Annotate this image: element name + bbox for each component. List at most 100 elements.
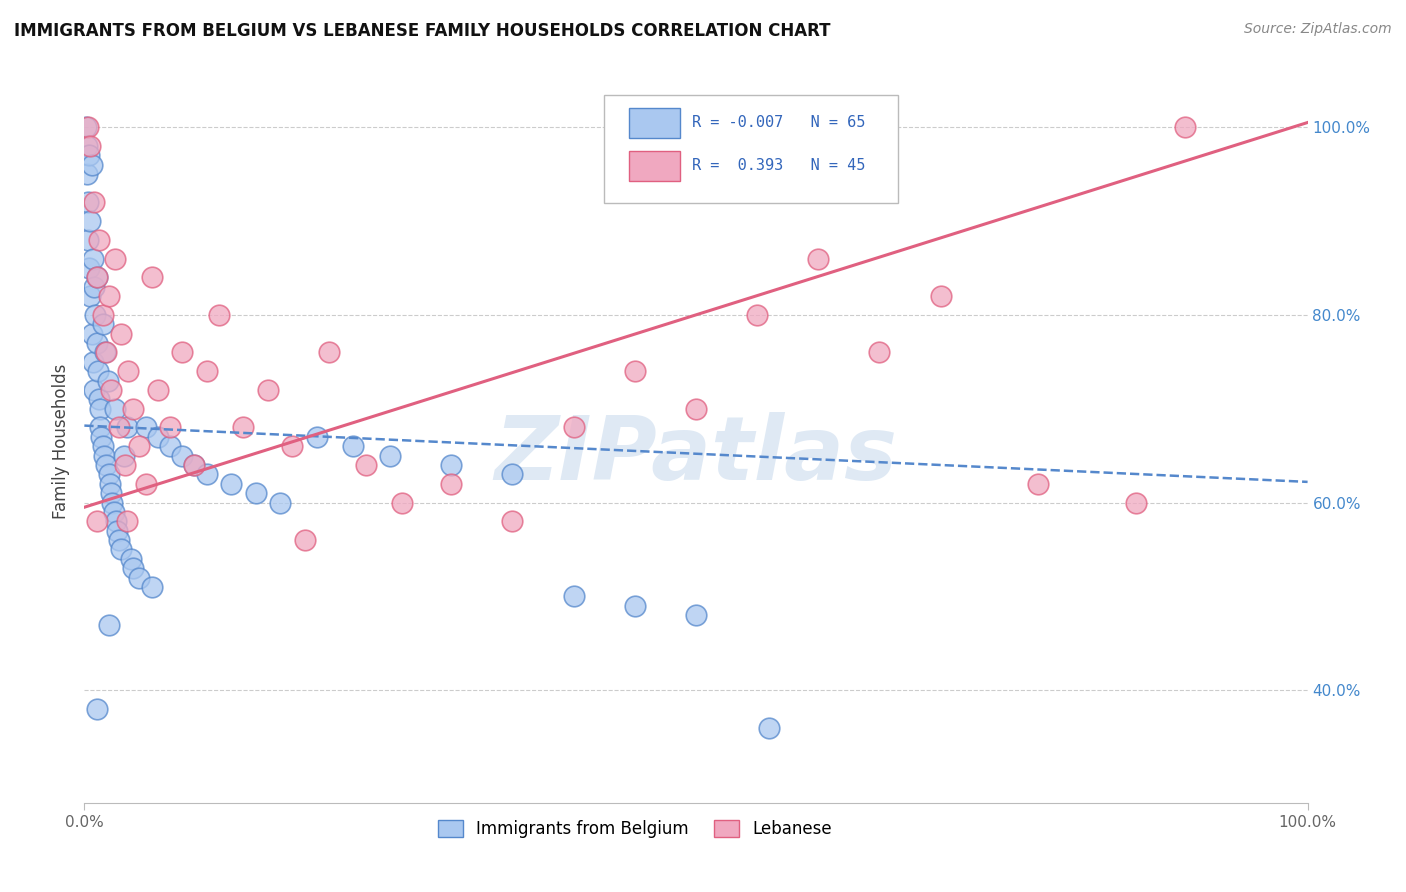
Point (120, 551, 142, 566)
Point (318, 345, 340, 359)
Point (115, 514, 138, 528)
Point (342, 439, 364, 453)
Point (80, 158, 103, 172)
Point (1174, 120, 1197, 135)
Point (101, 495, 124, 509)
Point (141, 580, 163, 594)
Point (294, 533, 316, 547)
Point (87, 364, 110, 378)
Point (89, 401, 111, 416)
Point (869, 345, 891, 359)
Point (141, 270, 163, 285)
Point (172, 345, 194, 359)
Point (135, 476, 157, 491)
Point (305, 430, 328, 444)
Point (115, 420, 138, 434)
Point (79, 139, 101, 153)
Point (105, 514, 128, 528)
Point (100, 486, 122, 500)
Point (195, 467, 218, 482)
Point (159, 420, 181, 434)
Text: ZIPatlas: ZIPatlas (495, 412, 897, 500)
Point (245, 486, 267, 500)
FancyBboxPatch shape (628, 151, 681, 181)
Point (562, 590, 585, 604)
Point (107, 420, 129, 434)
Point (86, 270, 108, 285)
Point (135, 420, 157, 434)
Point (77, 233, 100, 247)
Point (76, 167, 98, 181)
FancyBboxPatch shape (628, 108, 681, 138)
Point (86, 514, 108, 528)
Point (128, 439, 150, 453)
Point (122, 561, 145, 575)
Point (83, 195, 105, 210)
Point (100, 383, 122, 397)
Point (97, 374, 120, 388)
Point (562, 420, 585, 434)
Point (77, 148, 100, 162)
Point (128, 571, 150, 585)
Point (82, 355, 104, 369)
Point (208, 308, 231, 322)
Point (76, 139, 98, 153)
Point (82, 252, 104, 266)
Point (232, 420, 254, 434)
Point (77, 195, 100, 210)
Point (91, 308, 114, 322)
Text: Source: ZipAtlas.com: Source: ZipAtlas.com (1244, 22, 1392, 37)
Point (122, 401, 145, 416)
Point (929, 289, 952, 303)
Point (502, 514, 524, 528)
Point (86, 336, 108, 351)
Point (96, 345, 118, 359)
Text: R = -0.007   N = 65: R = -0.007 N = 65 (692, 115, 866, 129)
Point (105, 524, 128, 538)
Point (110, 542, 132, 557)
Point (93, 449, 115, 463)
Point (117, 364, 139, 378)
Point (97, 617, 120, 632)
Point (146, 383, 169, 397)
Point (685, 401, 707, 416)
Point (94, 345, 117, 359)
Point (440, 458, 463, 472)
Point (91, 439, 114, 453)
Point (98, 476, 121, 491)
Point (146, 430, 169, 444)
Point (86, 702, 108, 716)
Point (87, 392, 110, 407)
Point (90, 430, 112, 444)
Point (172, 449, 194, 463)
Point (807, 252, 830, 266)
Point (1028, 476, 1050, 491)
Text: R =  0.393   N = 45: R = 0.393 N = 45 (692, 158, 866, 173)
Point (281, 439, 304, 453)
Point (77, 260, 100, 275)
Point (195, 364, 218, 378)
Point (685, 608, 707, 623)
Legend: Immigrants from Belgium, Lebanese: Immigrants from Belgium, Lebanese (432, 814, 838, 845)
Point (747, 308, 769, 322)
Point (269, 495, 291, 509)
Point (97, 289, 120, 303)
Point (257, 383, 280, 397)
Point (159, 439, 181, 453)
Point (84, 308, 107, 322)
Point (107, 533, 129, 547)
Point (114, 458, 136, 472)
Point (219, 476, 242, 491)
Point (97, 467, 120, 482)
Point (104, 401, 127, 416)
Text: IMMIGRANTS FROM BELGIUM VS LEBANESE FAMILY HOUSEHOLDS CORRELATION CHART: IMMIGRANTS FROM BELGIUM VS LEBANESE FAMI… (14, 22, 831, 40)
Point (624, 599, 647, 613)
Point (87, 233, 110, 247)
Point (104, 252, 127, 266)
FancyBboxPatch shape (605, 95, 898, 203)
Point (758, 721, 780, 735)
Point (83, 279, 105, 293)
Point (96, 458, 118, 472)
Point (89, 420, 111, 434)
Point (183, 458, 205, 472)
